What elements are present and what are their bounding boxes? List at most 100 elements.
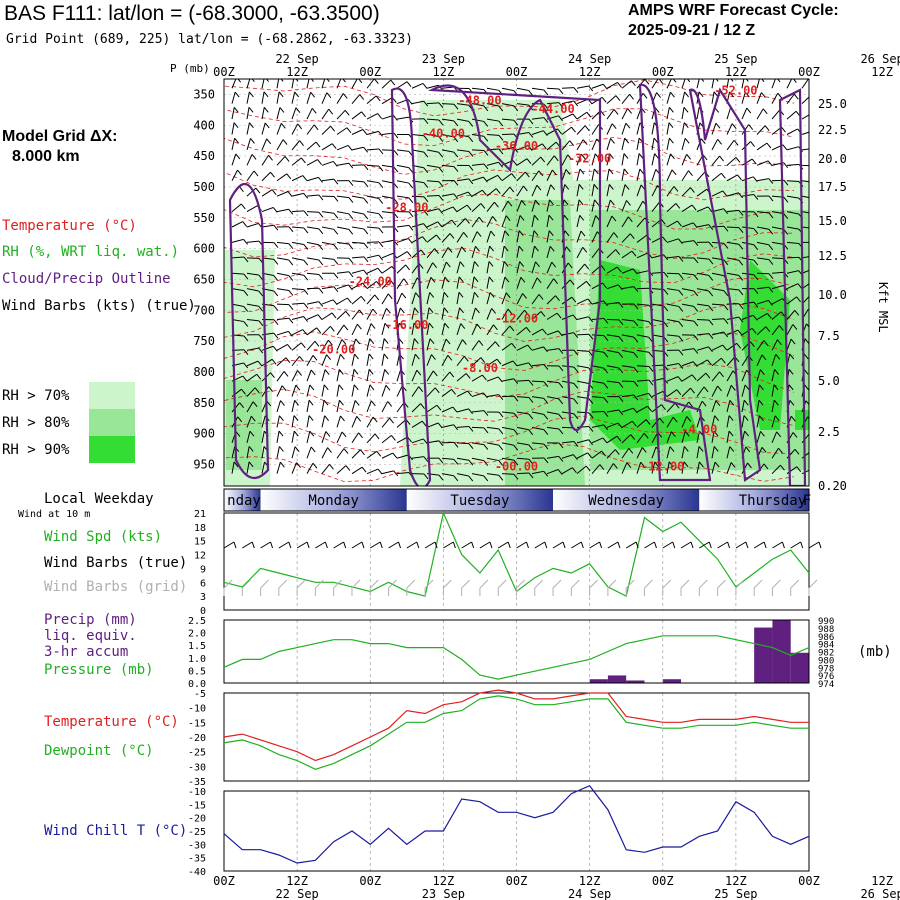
wind-barb <box>366 280 377 290</box>
wind-barb-flag <box>302 329 308 335</box>
temp-tick-label: -15 <box>188 718 206 729</box>
wind-barb-flag <box>273 305 279 311</box>
wind-barb-flag <box>648 379 654 386</box>
dewpoint-line <box>223 695 809 770</box>
wind-barb <box>696 171 706 182</box>
wind-barb <box>696 288 709 292</box>
surface-wind-barb <box>351 541 363 549</box>
grid-wind-barb <box>516 579 525 589</box>
wind-barb-flag <box>295 384 301 391</box>
surface-wind-barb-flag <box>416 541 420 549</box>
wind-barb-flag <box>468 121 474 127</box>
wind-barb-flag <box>633 286 639 292</box>
wind-barb-flag <box>278 430 284 437</box>
wind-barb-flag <box>783 162 789 168</box>
wind-barb-flag <box>688 401 694 408</box>
wind-barb-flag <box>693 257 699 264</box>
windchill-tick-label: -40 <box>188 867 206 878</box>
wind-barb <box>621 138 626 151</box>
wind-barb <box>276 430 280 443</box>
wind-barb-flag <box>788 384 794 391</box>
wind-barb-flag <box>348 271 354 278</box>
wind-barb-flag <box>370 400 376 407</box>
wind-barb <box>756 79 760 89</box>
wind-barb-flag <box>558 442 564 449</box>
wind-barb-flag <box>303 302 309 309</box>
wind-barb-flag <box>558 456 564 462</box>
wind-barb-flag <box>768 178 774 184</box>
wind-barb <box>546 155 555 166</box>
wind-barb <box>441 164 454 168</box>
wind-barb-flag <box>271 359 277 365</box>
wind-barb-flag <box>348 197 354 203</box>
wind-barb <box>396 419 407 428</box>
wind-barb <box>546 295 556 305</box>
wind-barb <box>471 261 475 274</box>
wind-barb-flag <box>542 130 548 137</box>
wind-barb <box>456 178 469 182</box>
wind-barb <box>711 446 715 459</box>
wind-barb-flag <box>586 280 591 287</box>
wind-barb <box>411 100 424 105</box>
wind-barb <box>381 308 387 320</box>
wind-barb <box>726 157 737 166</box>
wind-barb <box>456 425 470 428</box>
wind-barb <box>336 339 343 351</box>
wind-barb <box>261 207 274 213</box>
wind-barb-flag <box>541 143 547 150</box>
wind-barb-flag <box>783 213 789 219</box>
wind-barb-flag <box>588 316 594 323</box>
wind-barb <box>366 400 372 413</box>
wind-barb <box>756 178 769 182</box>
surface-wind-barb-flag <box>580 541 584 549</box>
wind-barb-flag <box>449 371 455 378</box>
wind-barb <box>261 138 268 151</box>
wind-barb <box>456 232 464 243</box>
temperature-contour-label: -12.00 <box>641 460 684 474</box>
wind-barb <box>471 323 478 336</box>
wind-barb <box>576 365 589 369</box>
wind-barb <box>306 92 312 104</box>
wind-barb-flag <box>346 127 352 134</box>
wind-barb-flag <box>273 319 279 326</box>
wind-barb-flag <box>758 399 764 406</box>
rh-area-5 <box>226 380 262 470</box>
wind-barb-flag <box>792 432 798 438</box>
wind-barb-flag <box>572 467 577 474</box>
temperature-contour-label: -24.00 <box>349 275 392 289</box>
wind-barb-flag <box>333 272 339 279</box>
wind-barb <box>366 254 379 259</box>
wind-barb <box>561 100 574 105</box>
wind-barb-flag <box>814 199 818 204</box>
wind-barb <box>666 255 679 259</box>
wind-barb <box>351 256 365 259</box>
wind-barb <box>621 394 634 398</box>
wind-barb-flag <box>504 230 510 237</box>
wind-barb-flag <box>361 466 367 473</box>
wind-barb <box>306 400 310 413</box>
wind-barb-flag <box>729 400 735 406</box>
wind-barb <box>351 416 358 428</box>
wind-barb-flag <box>572 314 578 321</box>
wind-tick-label: 6 <box>200 578 206 589</box>
wind-barb-flag <box>423 182 429 188</box>
wind-barb <box>666 186 675 197</box>
temp-tick-label: -25 <box>188 748 206 759</box>
wind-barb-flag <box>445 261 451 268</box>
wind-barb <box>471 374 483 382</box>
legend-wind-barbs-true: Wind Barbs (true) <box>44 555 188 571</box>
wind-barb-flag <box>794 310 800 316</box>
wind-barb-flag <box>393 132 399 139</box>
temperature-contour <box>224 359 795 398</box>
wind-barb-flag <box>738 289 744 296</box>
wind-barb-flag <box>582 139 588 145</box>
wind-barb <box>591 450 602 459</box>
wind-barb <box>426 292 431 305</box>
wind-barb <box>351 111 362 120</box>
wind-barb-flag <box>753 211 759 218</box>
cross-section-plot <box>224 79 818 486</box>
wind-barb-flag <box>264 122 270 129</box>
wind-barb <box>666 288 679 291</box>
wind-barb <box>336 211 349 215</box>
wind-barb-flag <box>467 191 473 198</box>
